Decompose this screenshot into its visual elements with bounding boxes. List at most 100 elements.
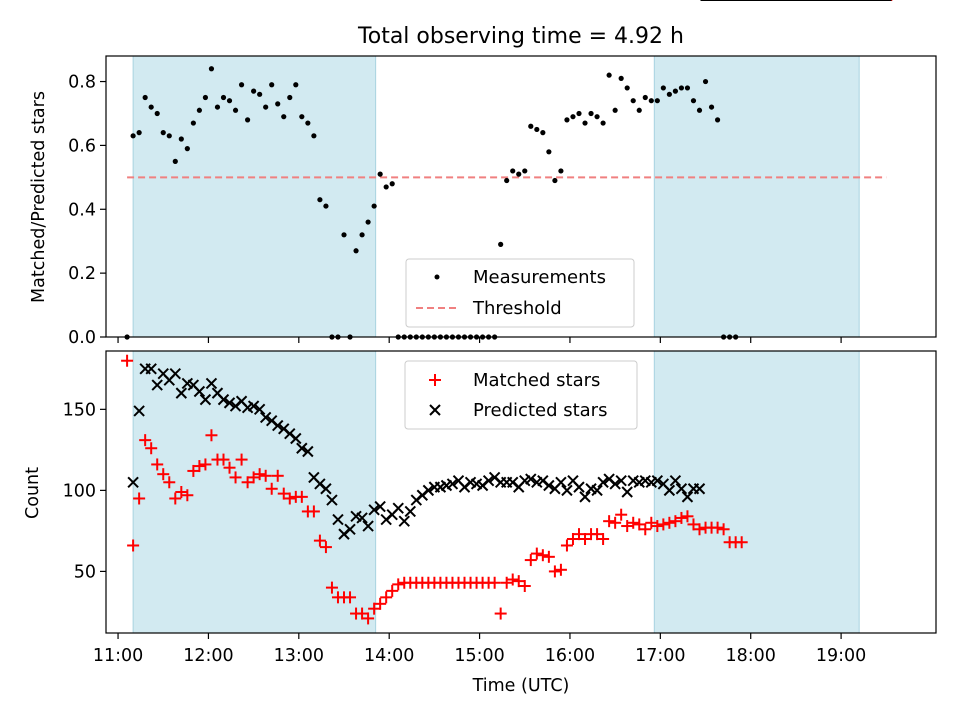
shaded-interval-1 — [132, 350, 377, 634]
predicted-stars-point — [296, 442, 308, 454]
measurement-point — [534, 126, 540, 133]
y-tick-label: 0.6 — [68, 136, 96, 156]
measurement-point — [678, 85, 685, 91]
y-tick-label: 0.8 — [68, 73, 96, 93]
predicted-stars-point — [272, 419, 284, 432]
measurement-point — [136, 130, 142, 136]
legend-label-matched: Matched stars — [473, 370, 600, 391]
measurement-point — [594, 114, 600, 120]
matched-stars-point — [175, 486, 188, 498]
measurement-point — [498, 241, 504, 247]
matched-stars-point — [181, 489, 194, 502]
measurement-point — [528, 123, 534, 129]
x-tick-label: 17:00 — [635, 646, 685, 666]
x-tick-label: 11:00 — [93, 646, 143, 666]
predicted-stars-point — [145, 363, 157, 375]
predicted-stars-point — [217, 393, 230, 406]
predicted-stars-point — [543, 479, 555, 492]
measurement-point — [576, 110, 582, 117]
predicted-stars-point — [669, 474, 682, 487]
matched-stars-point — [711, 521, 724, 534]
predicted-stars-point — [290, 432, 302, 445]
measurement-point — [365, 219, 371, 225]
top-y-ticks: 0.0 0.2 0.4 0.6 0.8 — [68, 73, 106, 348]
predicted-stars-point — [133, 405, 145, 417]
predicted-stars-point — [175, 387, 188, 399]
measurement-point — [660, 85, 666, 91]
measurement-point — [708, 104, 715, 110]
legend-label-measurements: Measurements — [473, 267, 606, 288]
predicted-stars-point — [663, 484, 676, 497]
top-x-ticks — [117, 337, 842, 343]
matched-stars-point — [307, 505, 320, 518]
matched-stars-point — [259, 469, 272, 482]
measurement-point — [184, 146, 190, 152]
measurement-point — [359, 232, 365, 238]
matched-stars-point — [277, 487, 290, 500]
measurement-point — [510, 168, 516, 174]
legend-marker-matched — [429, 374, 441, 386]
top-legend-box — [405, 258, 635, 328]
measurement-point — [142, 94, 148, 101]
matched-stars-point — [627, 516, 640, 529]
predicted-stars-point — [525, 473, 537, 485]
x-tick-label: 18:00 — [725, 646, 775, 666]
predicted-stars-point — [193, 385, 206, 398]
matched-stars-point — [591, 528, 604, 541]
matched-stars-point — [518, 580, 531, 592]
matched-stars-point — [735, 536, 748, 549]
measurement-point — [672, 88, 679, 94]
measurement-point — [251, 88, 257, 94]
matched-stars-point — [633, 518, 646, 531]
matched-stars-point — [542, 550, 555, 563]
measurement-point — [166, 133, 172, 139]
predicted-stars-point — [362, 520, 374, 532]
matched-stars-point — [229, 471, 242, 484]
matched-stars-point — [169, 492, 182, 505]
matched-stars-point — [163, 476, 176, 489]
measurement-point — [564, 117, 570, 123]
shaded-interval-1 — [132, 55, 377, 338]
predicted-stars-point — [326, 494, 338, 506]
legend-marker-measurements — [434, 274, 440, 280]
matched-stars-point — [205, 429, 218, 442]
measurement-point — [311, 133, 317, 139]
predicted-stars-point — [332, 513, 344, 526]
matched-stars-point — [217, 453, 230, 466]
predicted-stars-point — [320, 483, 332, 495]
measurement-point — [606, 72, 612, 78]
predicted-stars-point — [404, 505, 416, 518]
measurement-point — [214, 104, 221, 110]
predicted-stars-point — [374, 500, 386, 513]
measurement-point — [148, 104, 154, 110]
measurement-point — [160, 130, 166, 136]
measurement-point — [257, 91, 263, 97]
matched-stars-point — [157, 468, 170, 481]
predicted-stars-point — [573, 481, 585, 493]
measurement-point — [305, 120, 311, 126]
matched-stars-point — [675, 511, 688, 524]
measurement-point — [618, 75, 624, 81]
matched-stars-point — [392, 578, 405, 591]
matched-stars-point — [241, 476, 254, 489]
matched-stars-point — [494, 607, 507, 620]
measurement-point — [275, 101, 281, 107]
predicted-stars-point — [247, 400, 260, 412]
matched-stars-point — [663, 516, 676, 529]
measurement-point — [371, 203, 377, 209]
measurement-point — [666, 91, 672, 97]
measurement-point — [196, 107, 202, 113]
measurement-point — [558, 168, 564, 174]
matched-stars-point — [512, 575, 525, 588]
measurement-point — [648, 98, 654, 104]
matched-stars-point — [283, 492, 296, 505]
measurement-point — [172, 158, 178, 164]
measurement-point — [702, 78, 709, 85]
measurement-point — [546, 149, 552, 155]
matched-stars-point — [187, 464, 200, 477]
y-tick-label: 50 — [74, 562, 96, 582]
predicted-stars-point — [693, 483, 706, 495]
x-axis-label: Time (UTC) — [472, 676, 570, 696]
matched-stars-point — [199, 458, 212, 471]
predicted-stars-point — [621, 486, 633, 498]
